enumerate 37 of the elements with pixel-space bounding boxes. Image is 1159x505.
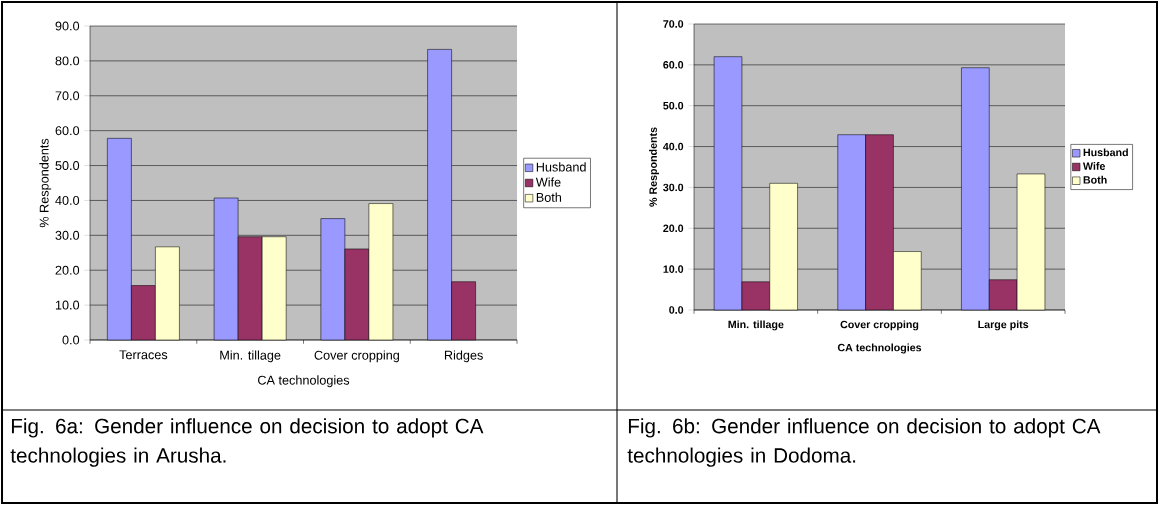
y-tick-label: 90.0 [55,21,80,31]
y-tick-label: 10.0 [663,265,684,273]
x-tick-label: Cover cropping [840,320,919,331]
caption: Fig. 6a: Gender influence on decision to adopt CA technologies in Arusha. [10,418,484,467]
y-tick-label: 60.0 [663,61,684,69]
y-tick-label: 10.0 [55,300,80,310]
x-tick-label: Min. tillage [220,350,281,363]
y-axis-title: % Respondents [39,138,52,228]
legend-label: Husband [536,162,586,172]
y-tick-label: 0.0 [669,306,684,314]
legend-label: Both [536,192,562,202]
x-tick-label: Cover cropping [314,350,399,363]
y-tick-label: 20.0 [663,224,684,233]
y-tick-label: 20.0 [55,265,80,275]
caption: Fig. 6b: Gender influence on decision to adopt CA technologies in Dodoma. [627,418,1101,467]
legend-label: Both [1083,175,1107,184]
y-tick-label: 50.0 [55,161,80,171]
legend-label: Husband [1083,148,1128,157]
y-tick-label: 60.0 [55,126,80,136]
x-axis-title: CA technologies [258,375,350,388]
y-tick-label: 50.0 [663,101,684,110]
y-tick-label: 40.0 [663,142,684,151]
y-tick-label: 30.0 [55,230,80,240]
x-tick-label: Ridges [444,350,483,363]
y-tick-label: 40.0 [55,195,80,205]
y-tick-label: 0.0 [62,335,80,345]
y-tick-label: 70.0 [55,91,80,101]
legend-label: Wife [1082,162,1106,170]
y-tick-label: 70.0 [663,20,684,28]
legend-label: Wife [535,177,561,187]
y-axis-title: % Respondents [649,127,660,207]
y-tick-label: 80.0 [55,56,80,66]
x-axis-title: CA technologies [837,343,922,354]
x-tick-label: Min. tillage [728,320,784,331]
y-tick-label: 30.0 [663,183,684,192]
x-tick-label: Terraces [119,350,168,360]
x-tick-label: Large pits [978,320,1029,331]
